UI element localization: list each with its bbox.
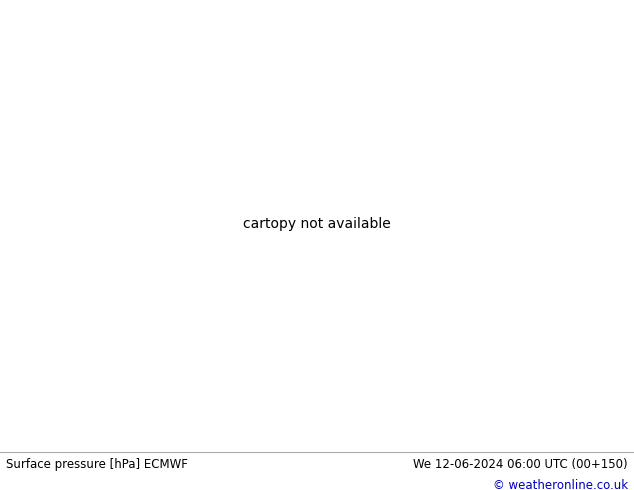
Text: cartopy not available: cartopy not available (243, 217, 391, 231)
Text: Surface pressure [hPa] ECMWF: Surface pressure [hPa] ECMWF (6, 458, 188, 471)
Text: We 12-06-2024 06:00 UTC (00+150): We 12-06-2024 06:00 UTC (00+150) (413, 458, 628, 471)
Text: © weatheronline.co.uk: © weatheronline.co.uk (493, 479, 628, 490)
